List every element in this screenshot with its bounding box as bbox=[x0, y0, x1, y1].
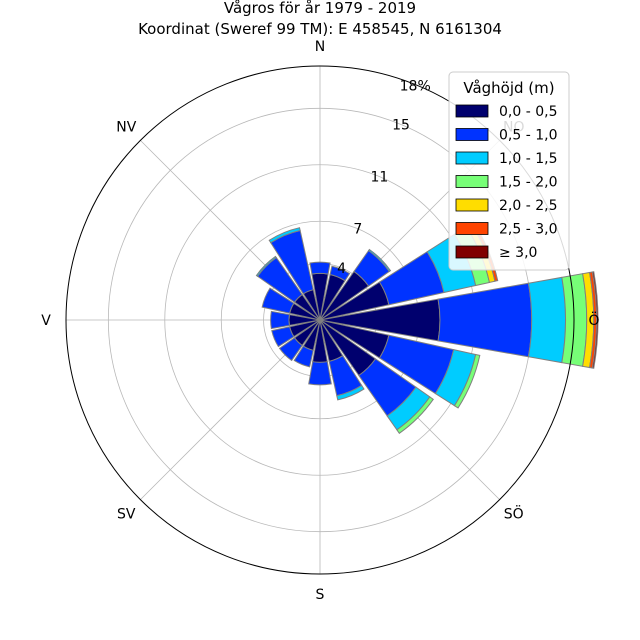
bar-sector-2-band-2 bbox=[367, 248, 392, 273]
rose-bars bbox=[255, 221, 599, 434]
direction-label-7: NV bbox=[116, 119, 136, 135]
radial-tick-label: 15 bbox=[392, 117, 410, 133]
bar-sector-10-band-1 bbox=[278, 337, 303, 362]
chart-title: Vågros för år 1979 - 2019 bbox=[224, 0, 416, 17]
radial-tick-label: 18% bbox=[400, 78, 431, 94]
direction-label-3: SÖ bbox=[504, 505, 524, 523]
radial-tick-label: 4 bbox=[337, 261, 346, 277]
radial-tick-labels: 4 7 11 15 18% bbox=[337, 78, 431, 277]
direction-label-6: V bbox=[41, 313, 51, 329]
legend-swatch-5 bbox=[455, 222, 489, 235]
bar-sector-0-band-1 bbox=[309, 261, 331, 275]
bar-sector-11-band-1 bbox=[271, 326, 295, 348]
legend-entry-2: 1,0 - 1,5 bbox=[499, 151, 557, 167]
polar-outer-circle bbox=[65, 65, 575, 575]
legend-entry-5: 2,5 - 3,0 bbox=[499, 222, 557, 238]
direction-label-2: Ö bbox=[588, 311, 599, 329]
direction-label-4: S bbox=[316, 587, 325, 603]
bar-sector-15-band-2 bbox=[268, 227, 301, 244]
legend-entry-0: 0,0 - 0,5 bbox=[499, 104, 557, 120]
radial-tick-label: 11 bbox=[370, 170, 388, 186]
bar-sector-12-band-1 bbox=[270, 310, 291, 330]
legend-swatch-6 bbox=[455, 245, 489, 259]
legend-box bbox=[448, 71, 570, 271]
legend: Våghöjd (m) 0,0 - 0,5 0,5 - 1,0 1,0 - 1,5 1,… bbox=[448, 71, 570, 271]
bar-sector-7-band-2 bbox=[336, 384, 365, 401]
legend-swatch-2 bbox=[455, 151, 489, 165]
bar-sector-14-band-2 bbox=[255, 255, 277, 277]
bar-sector-13-band-1 bbox=[261, 287, 295, 314]
bar-sector-1-band-1 bbox=[329, 265, 351, 282]
legend-title: Våghöjd (m) bbox=[463, 79, 554, 97]
legend-swatch-3 bbox=[455, 175, 489, 188]
bar-sector-6-band-3 bbox=[396, 396, 434, 434]
direction-label-5: SV bbox=[117, 507, 136, 523]
polar-frame bbox=[65, 65, 575, 575]
legend-swatch-1 bbox=[455, 128, 489, 141]
legend-entry-4: 2,0 - 2,5 bbox=[499, 198, 557, 214]
legend-entry-3: 1,5 - 2,0 bbox=[499, 175, 557, 191]
bar-sector-9-band-1 bbox=[293, 345, 314, 368]
bar-sector-4-band-6 bbox=[591, 271, 599, 369]
bar-sector-4-band-1 bbox=[437, 282, 533, 358]
legend-swatch-0 bbox=[455, 104, 489, 118]
bar-sector-4-band-2 bbox=[527, 276, 566, 364]
direction-label-0: N bbox=[315, 39, 325, 55]
radial-tick-label: 7 bbox=[353, 222, 362, 238]
chart-subtitle: Koordinat (Sweref 99 TM): E 458545, N 61… bbox=[138, 20, 502, 38]
bar-sector-5-band-3 bbox=[453, 353, 481, 409]
legend-swatch-4 bbox=[455, 198, 489, 212]
legend-entry-1: 0,5 - 1,0 bbox=[499, 128, 557, 144]
legend-entry-6: ≥ 3,0 bbox=[499, 245, 537, 261]
bar-sector-8-band-1 bbox=[308, 361, 332, 386]
